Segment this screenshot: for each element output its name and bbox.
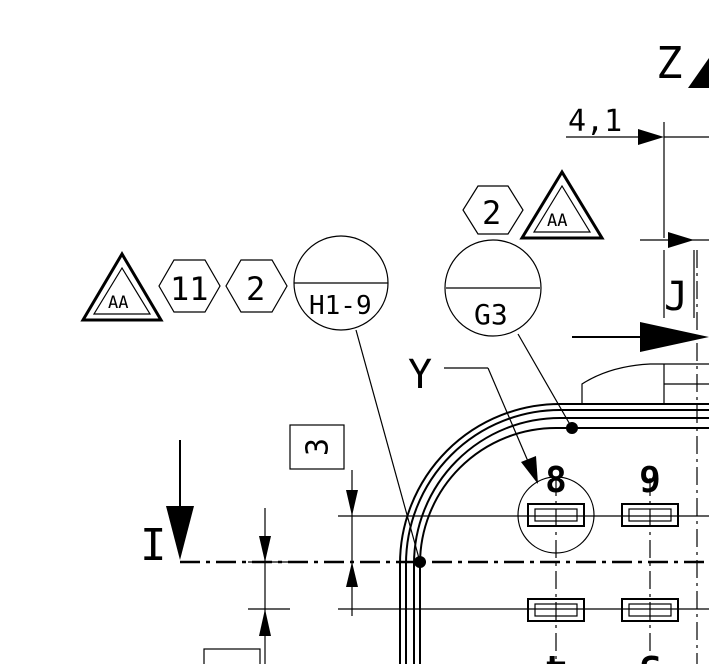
pin-label-4: 4: [545, 647, 567, 664]
leader-line-h19: [355, 329, 421, 563]
connector-outline-inner2: [419, 427, 709, 664]
hexagon-right-label: 2: [482, 194, 501, 232]
triangle-right-outer: [519, 169, 605, 240]
dimension-label-top: 4,1: [568, 104, 622, 139]
section-arrow-head: [166, 506, 194, 560]
circle-right: [444, 239, 542, 337]
pin-label-5: 5: [639, 647, 661, 664]
hexagon-left-a-label: 11: [170, 270, 209, 308]
datum-y-label: Y: [408, 352, 432, 398]
triangle-left-outer: [80, 251, 164, 322]
pin-8-inner: [534, 508, 578, 522]
pin-4-inner: [534, 603, 578, 617]
arrow-head-right: [640, 322, 709, 352]
circle-left-label: H1-9: [309, 291, 372, 321]
section-mark-label: I: [140, 520, 167, 571]
bottom-left-box: [203, 648, 261, 664]
pin-label-9: 9: [639, 460, 661, 501]
dimension-arrow-right: [668, 232, 694, 248]
triangle-left-label: AA: [108, 293, 128, 313]
pin-label-8: 8: [545, 460, 567, 501]
circle-right-label: G3: [474, 298, 508, 331]
view-arrow: [688, 58, 709, 88]
pin-9-outer: [621, 503, 679, 527]
datum-y-line-diag: [487, 367, 531, 467]
dimension-arrow-top: [638, 129, 664, 145]
box-dim-arrow-bottom: [346, 562, 358, 587]
connector-outline-inner: [413, 417, 709, 664]
box-dim-frame: [289, 424, 345, 470]
hexagon-left-b: [225, 259, 288, 313]
hexagon-right: [462, 185, 524, 235]
leader-line-g3: [517, 333, 573, 429]
latch-body: [581, 363, 709, 404]
connector-outline-outer: [399, 403, 709, 664]
right-letter-label: J: [664, 274, 688, 320]
pin-5-outer: [621, 598, 679, 622]
dim-small-arrow-bottom: [259, 609, 271, 636]
box-dim-arrow-top: [346, 490, 358, 516]
pin-9-inner: [628, 508, 672, 522]
detail-circle-pin8: [517, 476, 595, 554]
triangle-right-inner: [532, 184, 592, 233]
pin-4-outer: [527, 598, 585, 622]
dim-small-arrow-top: [259, 536, 271, 562]
datum-y-arrow: [521, 456, 538, 484]
pin-5-inner: [628, 603, 672, 617]
box-dim-label: 3: [301, 438, 336, 456]
pin-8-outer: [527, 503, 585, 527]
view-label: Z: [656, 38, 683, 89]
connector-outline-mid: [405, 409, 709, 664]
hexagon-left-a: [158, 259, 221, 313]
hexagon-left-b-label: 2: [246, 270, 265, 308]
triangle-right-label: AA: [547, 211, 567, 231]
triangle-left-inner: [92, 266, 152, 315]
